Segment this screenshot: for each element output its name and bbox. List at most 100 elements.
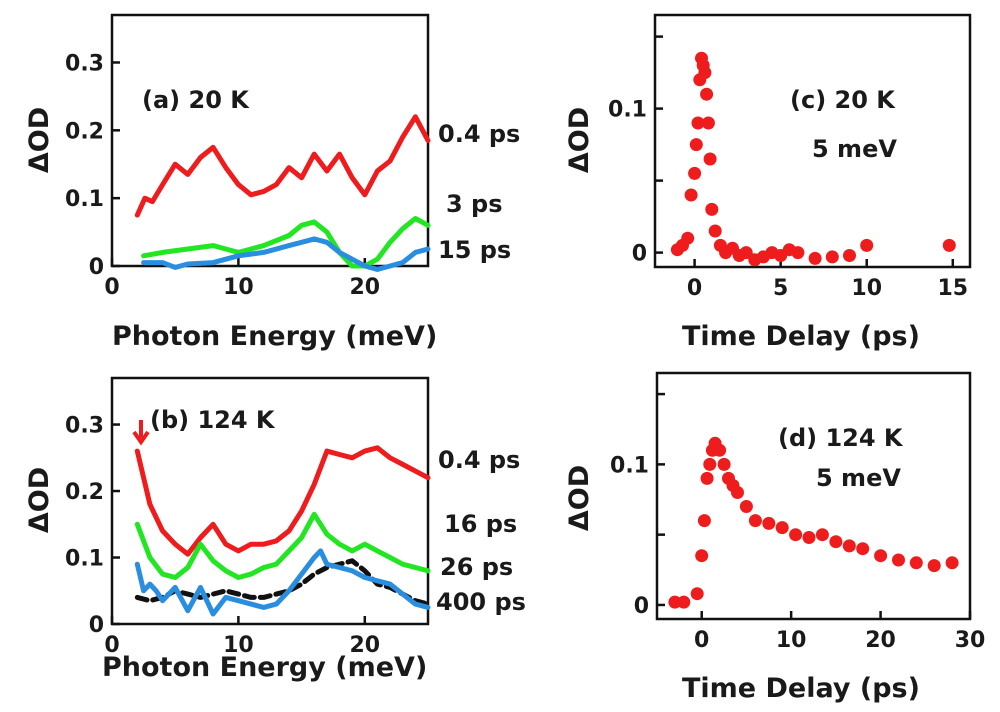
panel-b-label-1: 16 ps — [444, 510, 517, 538]
series-line-0 — [134, 445, 431, 557]
y-tick-label: 0.1 — [608, 98, 647, 123]
panel-a-ticks: 0 10 20 0 0.1 0.2 0.3 — [65, 51, 380, 300]
panel-c-annotation: (c) 20 K — [790, 86, 896, 114]
y-tick-label: 0 — [632, 242, 647, 267]
data-point — [700, 471, 714, 485]
data-point — [775, 521, 789, 535]
data-point — [843, 249, 856, 262]
panel-c: 0 5 10 15 0 0.1 (c) 20 K 5 meV Time Delay (ps… — [564, 13, 972, 352]
series-line-2 — [134, 558, 431, 607]
data-point — [705, 202, 719, 216]
data-point — [688, 166, 702, 180]
panel-c-series — [670, 51, 956, 267]
panel-d: 0 10 20 30 0 0.1 (d) 124 K 5 meV Time Delay (… — [564, 371, 986, 704]
data-point — [808, 251, 822, 265]
series-line-0 — [134, 114, 431, 218]
data-point — [691, 116, 705, 130]
x-tick-label: 15 — [937, 276, 968, 301]
data-point — [731, 486, 744, 499]
data-point — [713, 443, 727, 457]
series-line-2 — [141, 236, 431, 272]
data-point — [842, 539, 856, 553]
data-point — [860, 238, 874, 252]
y-tick-label: 0.1 — [65, 187, 104, 212]
data-point — [815, 528, 829, 542]
data-point — [791, 246, 805, 260]
series-line-1 — [134, 511, 431, 580]
data-point — [684, 188, 698, 202]
panel-d-frame — [655, 371, 972, 621]
panel-d-annotation: (d) 124 K — [778, 424, 904, 452]
x-tick-label: 5 — [773, 276, 788, 301]
y-tick-label: 0 — [634, 594, 649, 619]
panel-a: 0 10 20 0 0.1 0.2 0.3 (a) 20 K Photon Energy (… — [24, 13, 520, 352]
x-tick-label: 0 — [104, 275, 119, 300]
data-point — [708, 224, 722, 238]
data-point — [748, 514, 762, 528]
x-tick-label: 0 — [694, 628, 709, 653]
panel-d-xlabel: Time Delay (ps) — [682, 673, 920, 704]
panel-b-xlabel: Photon Energy (meV) — [102, 652, 427, 683]
y-tick-label: 0.1 — [65, 547, 104, 572]
panel-d-ylabel: ΔOD — [564, 465, 595, 531]
data-point — [703, 152, 717, 166]
panel-b-series — [134, 445, 431, 617]
data-point — [874, 549, 888, 563]
x-tick-label: 30 — [955, 628, 986, 653]
series-line-1 — [141, 216, 431, 269]
x-tick-label: 10 — [223, 275, 254, 300]
data-point — [909, 556, 923, 570]
panel-b-annotation: (b) 124 K — [150, 406, 276, 434]
data-point — [829, 535, 843, 549]
data-point — [739, 246, 753, 260]
data-point — [677, 595, 691, 609]
panel-d-series — [668, 436, 959, 609]
panel-c-ticks: 0 5 10 15 0 0.1 — [608, 35, 968, 301]
panel-b-frame — [110, 376, 430, 626]
series-line-3 — [134, 548, 431, 617]
data-point — [927, 559, 941, 573]
x-tick-label: 10 — [776, 628, 807, 653]
x-tick-label: 0 — [104, 633, 119, 658]
y-tick-label: 0.3 — [65, 414, 104, 439]
data-point — [825, 250, 839, 264]
panel-b-arrow — [132, 420, 150, 446]
data-point — [703, 457, 717, 471]
x-tick-label: 20 — [865, 628, 896, 653]
y-tick-label: 0.1 — [610, 453, 649, 478]
x-tick-label: 0 — [687, 276, 702, 301]
data-point — [701, 116, 715, 130]
data-point — [689, 138, 703, 152]
y-tick-label: 0.2 — [65, 480, 104, 505]
data-point — [690, 587, 704, 601]
y-tick-label: 0 — [89, 613, 104, 638]
panel-a-label-2: 15 ps — [438, 236, 511, 264]
y-tick-label: 0 — [89, 255, 104, 280]
data-point — [892, 553, 905, 567]
panel-d-annotation2: 5 meV — [816, 464, 901, 492]
panel-b-label-0: 0.4 ps — [438, 446, 520, 474]
panel-b-label-3: 400 ps — [436, 588, 526, 616]
panel-c-xlabel: Time Delay (ps) — [682, 321, 920, 352]
data-point — [700, 87, 714, 101]
panel-a-label-1: 3 ps — [446, 190, 503, 218]
panel-b-ylabel: ΔOD — [24, 467, 55, 533]
data-point — [789, 528, 803, 542]
data-point — [698, 66, 712, 80]
panel-b-label-2: 26 ps — [440, 553, 513, 581]
x-tick-label: 20 — [349, 275, 380, 300]
data-point — [856, 542, 870, 556]
panel-a-ylabel: ΔOD — [24, 107, 55, 173]
panel-c-annotation2: 5 meV — [812, 135, 897, 163]
panel-a-annotation: (a) 20 K — [142, 86, 250, 114]
data-point — [802, 531, 816, 544]
data-point — [668, 595, 682, 609]
x-tick-label: 10 — [223, 633, 254, 658]
panel-c-frame — [653, 13, 972, 269]
x-tick-label: 10 — [851, 276, 882, 301]
data-point — [739, 500, 753, 513]
data-point — [945, 556, 959, 570]
y-tick-label: 0.2 — [65, 119, 104, 144]
panel-a-label-0: 0.4 ps — [438, 120, 520, 148]
